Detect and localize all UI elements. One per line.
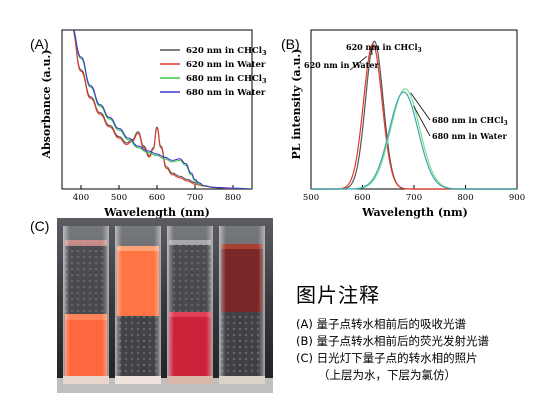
chart-a-x-tick-label: 700 [187,193,203,203]
panel-label-b: (B) [281,36,300,52]
chart-b-annotation: 680 nm in CHCl3 [432,115,508,127]
chart-a-legend-label: 620 nm in CHCl3 [186,46,267,57]
chart-b-annotation-arrow [349,55,368,71]
caption-line-d: （上层为水，下层为氯仿） [318,368,456,382]
chart-a-x-tick-label: 500 [111,193,127,203]
chart-b-plot-frame [310,29,518,190]
chart-a-x-tick-label: 400 [73,193,89,203]
chart-a-legend-label: 680 nm in CHCl3 [186,74,267,85]
chart-a-y-axis-label: Absorbance (a.u.) [40,49,53,159]
chart-b-x-tick-label: 800 [457,193,473,203]
chart-a-series-line-4 [73,30,252,189]
chart-b-annotation-arrow [413,105,431,137]
cuvette-2 [115,226,161,384]
chart-b-x-tick-label: 600 [354,193,370,203]
caption-line-b: (B) 量子点转水相前后的荧光发射光谱 [296,334,490,348]
chart-a-x-tick-label: 600 [149,193,165,203]
chart-b-x-axis-label: Wavelength (nm) [361,206,468,219]
chart-a-legend-label: 680 nm in Water [186,88,266,98]
chart-b-x-tick-label: 500 [303,193,319,203]
chart-b-annotation: 620 nm in CHCl3 [346,42,422,54]
chart-a-x-tick-label: 800 [225,193,241,203]
chart-b-series-line-4 [311,91,517,190]
chart-b-annotation: 680 nm in Water [432,131,507,141]
caption-line-c: (C) 日光灯下量子点的转水相的照片 [296,351,478,365]
cuvette-1 [63,226,109,384]
cuvette-3 [167,226,213,384]
panel-label-c: (C) [30,218,50,234]
panel-label-a: (A) [30,36,49,52]
chart-b-annotation-arrow [410,92,431,121]
caption-title: 图片注释 [296,283,380,307]
chart-b-x-tick-label: 900 [509,193,525,203]
chart-b-x-tick-label: 700 [406,193,422,203]
caption-line-a: (A) 量子点转水相前后的吸收光谱 [296,317,466,331]
chart-a-series-line-2 [72,30,252,189]
cuvette-4 [219,226,265,384]
chart-a-legend-label: 620 nm in Water [186,60,266,70]
chart-b-y-axis-label: PL intensity (a.u.) [290,49,303,160]
chart-a-x-axis-label: Wavelength (nm) [103,206,210,219]
cuvette-photo [57,218,273,393]
chart-b-annotation: 620 nm in Water [304,60,379,70]
